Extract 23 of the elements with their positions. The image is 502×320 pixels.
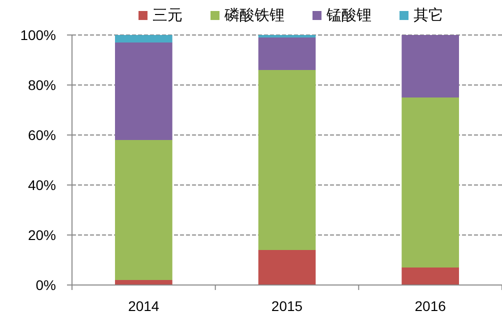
- y-tick-label: 100%: [20, 27, 56, 43]
- bar: [402, 98, 459, 268]
- bar: [115, 42, 172, 140]
- y-tick-label: 20%: [28, 227, 56, 243]
- x-tick-label: 2014: [128, 298, 160, 314]
- x-tick-label: 2015: [271, 298, 303, 314]
- bar: [258, 250, 316, 285]
- legend-label: 其它: [414, 7, 444, 24]
- legend-label: 锰酸锂: [326, 7, 372, 24]
- bar: [115, 140, 172, 280]
- legend-label: 磷酸铁锂: [224, 7, 284, 24]
- bar: [115, 35, 172, 42]
- y-tick-label: 0%: [36, 277, 56, 293]
- legend-label: 三元: [152, 7, 182, 24]
- y-tick-label: 80%: [28, 77, 56, 93]
- bar: [258, 70, 316, 250]
- bar: [402, 35, 459, 98]
- bar: [115, 280, 172, 285]
- y-tick-label: 60%: [28, 127, 56, 143]
- y-tick-label: 40%: [28, 177, 56, 193]
- x-tick-label: 2016: [414, 298, 446, 314]
- bar: [258, 38, 316, 70]
- bar: [402, 268, 459, 285]
